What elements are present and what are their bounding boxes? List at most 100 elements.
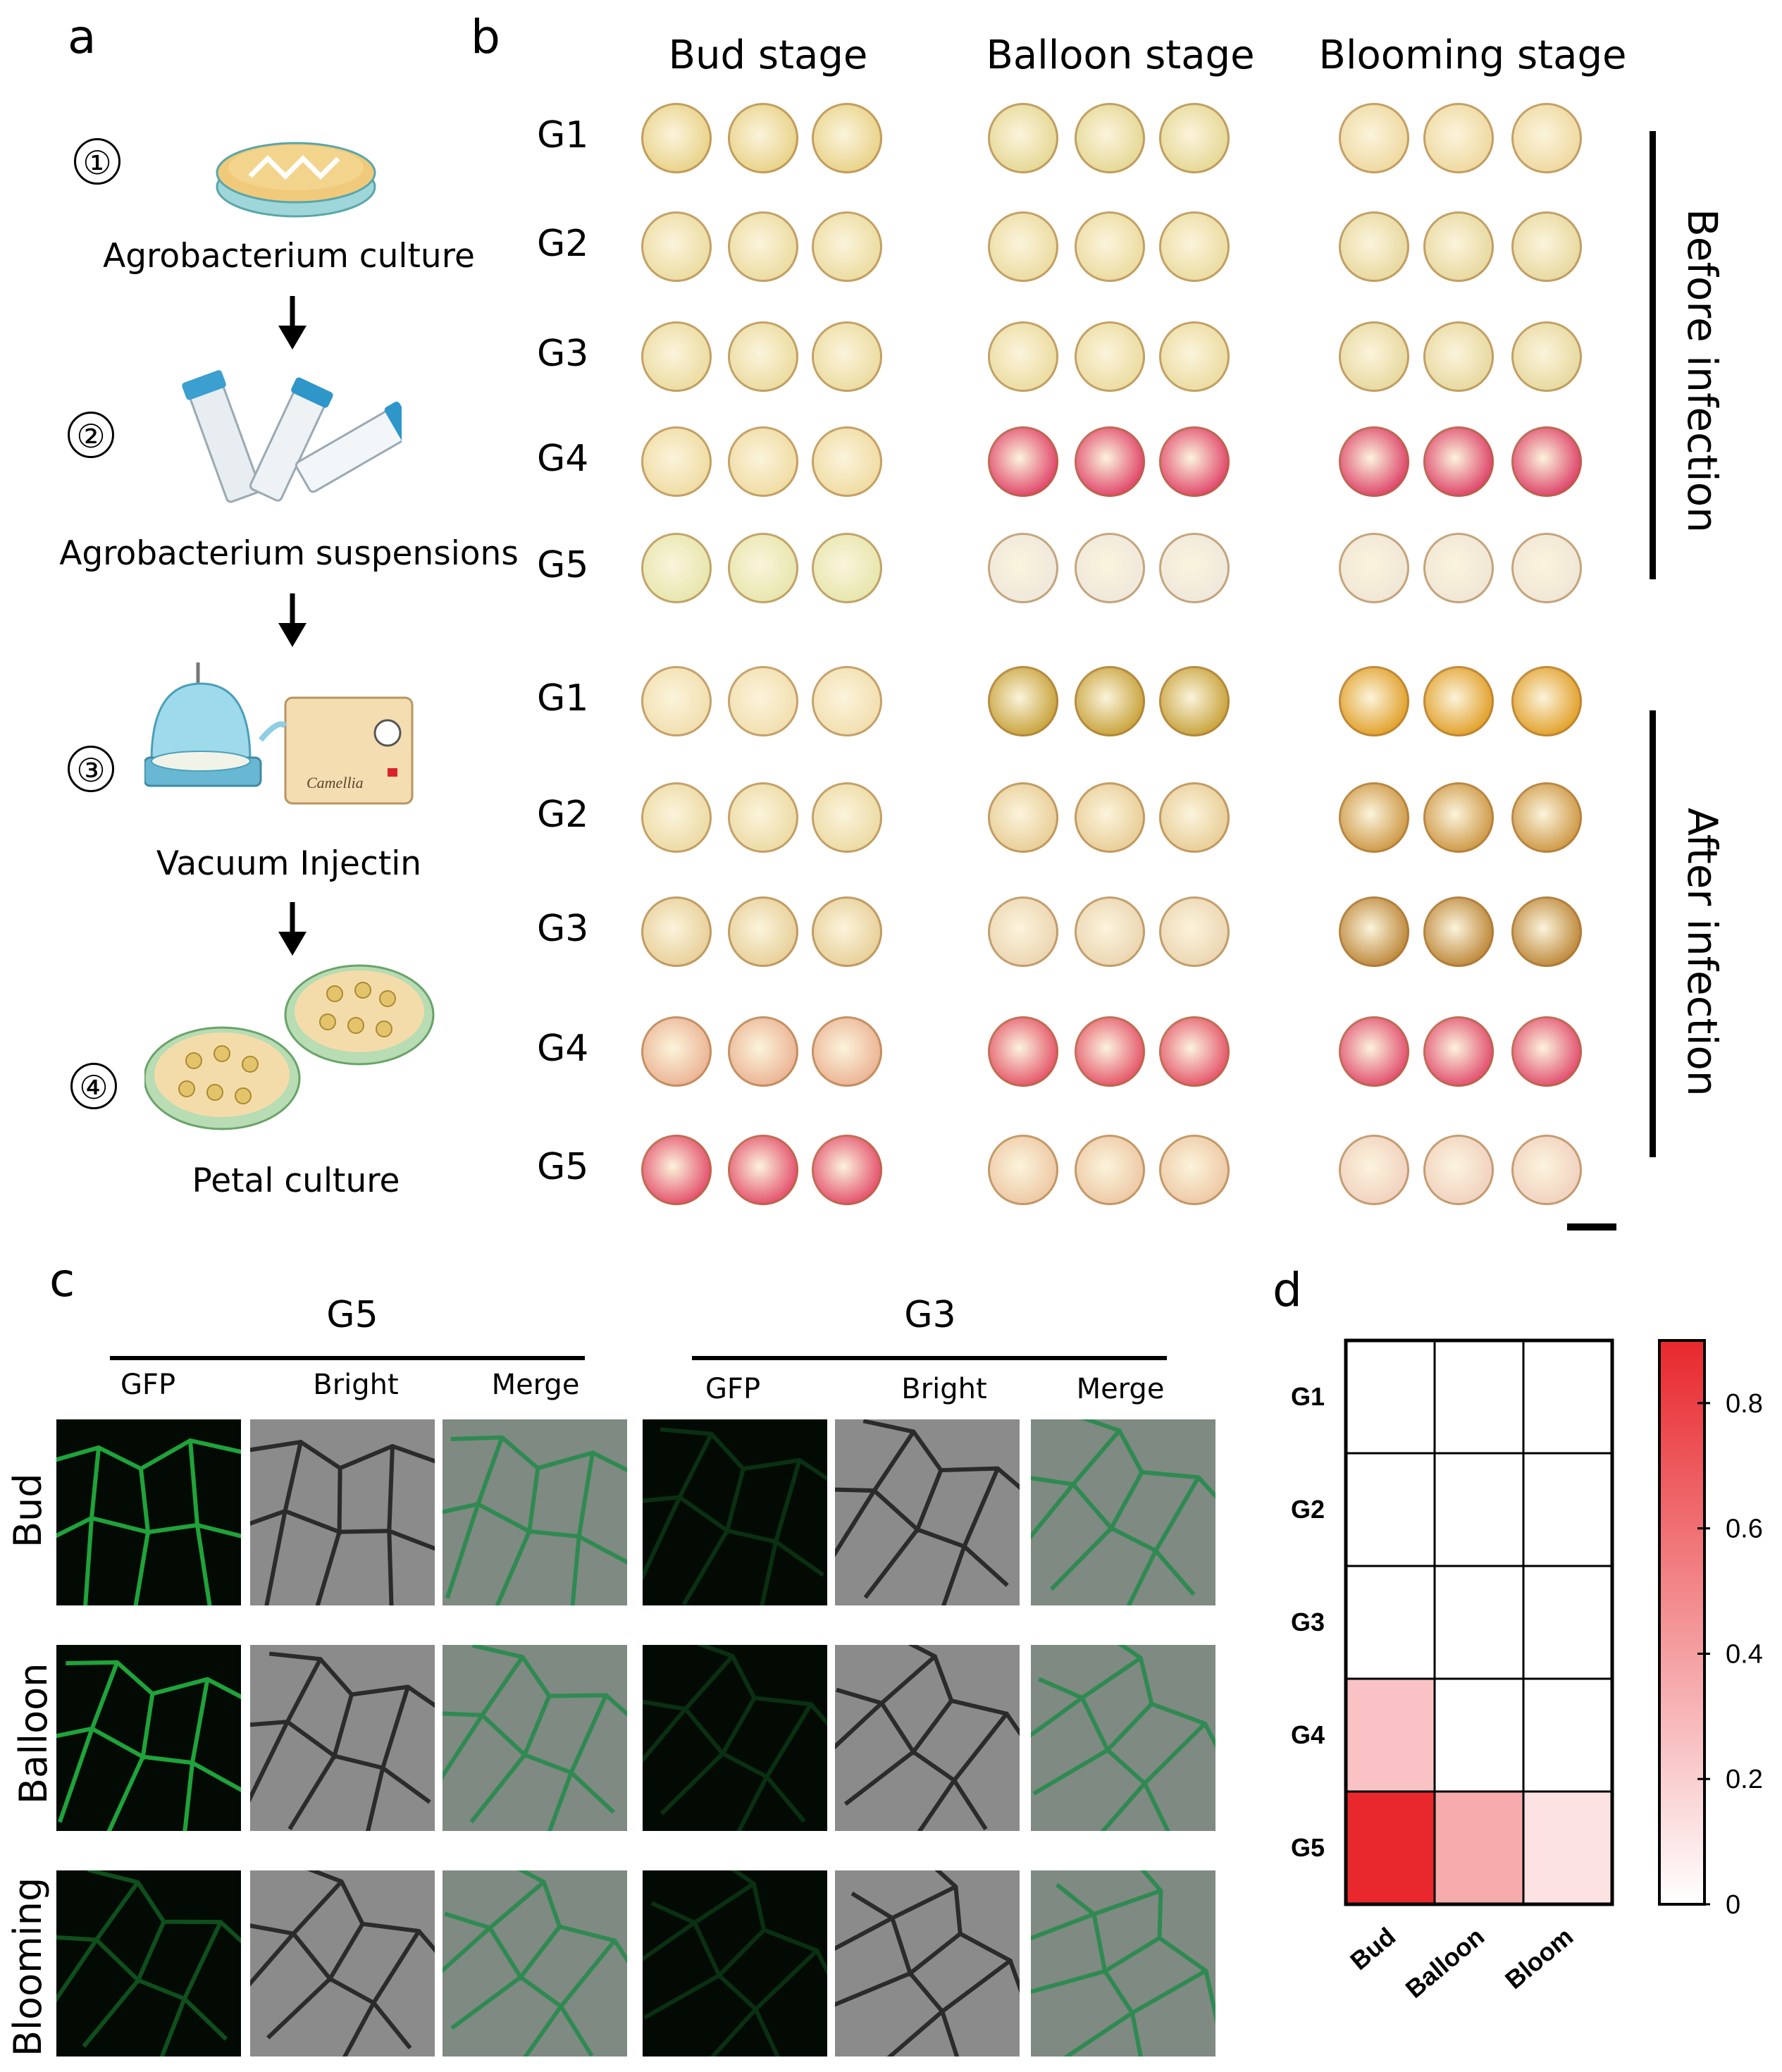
step-number-2: ② (68, 412, 114, 458)
petal-disk (1339, 103, 1409, 173)
petri-dish-icon (216, 142, 376, 218)
petal-disk (1339, 782, 1409, 853)
petal-disk (641, 1016, 712, 1087)
petal-disk (1423, 211, 1494, 282)
step-number-4: ④ (70, 1063, 117, 1109)
vacuum-chamber-icon: Camellia (144, 662, 414, 805)
down-arrow-icon (278, 902, 307, 956)
petal-disk (812, 1016, 882, 1087)
petal-disk (728, 1135, 798, 1205)
petal-disk (1423, 1016, 1494, 1087)
heatmap-cell (1344, 1339, 1436, 1455)
heatmap-cell (1433, 1452, 1525, 1567)
petal-disk (812, 426, 882, 497)
petal-disk (1423, 321, 1494, 392)
petal-disk (812, 896, 882, 967)
petal-disk (1339, 426, 1409, 497)
petal-disk (728, 211, 798, 282)
petal-disk (1159, 666, 1230, 736)
after-infection-bar (1650, 710, 1656, 1157)
group-underline (692, 1356, 1167, 1360)
micrograph-bright (835, 1870, 1020, 2056)
heatmap-col-label: Bloom (1499, 1922, 1578, 1994)
petal-disk (988, 666, 1058, 736)
petal-disk (1511, 1135, 1582, 1205)
petal-disk (641, 782, 712, 853)
petal-disk (1075, 533, 1145, 603)
channel-header: GFP (120, 1369, 176, 1401)
petal-disk (641, 1135, 712, 1205)
petal-disk (1159, 426, 1230, 497)
after-infection-label: After infection (1678, 808, 1726, 1097)
petal-disk (1511, 103, 1582, 173)
heatmap-row-label: G1 (1291, 1382, 1325, 1411)
before-infection-bar (1650, 131, 1656, 579)
petal-disk (812, 533, 882, 603)
petal-disk (812, 1135, 882, 1205)
heatmap-cell (1433, 1565, 1525, 1680)
petal-disk (728, 896, 798, 967)
row-label-g2-after: G2 (537, 794, 589, 836)
heatmap-cell (1433, 1677, 1525, 1793)
heatmap-cell (1522, 1565, 1614, 1680)
petal-disk (1075, 211, 1145, 282)
petal-disk (1511, 782, 1582, 853)
petal-disk (1075, 896, 1145, 967)
petal-disk (1075, 666, 1145, 736)
petal-disk (1075, 321, 1145, 392)
petal-disk (1159, 1135, 1230, 1205)
group-header: G3 (904, 1294, 956, 1336)
step-number-1: ① (74, 138, 120, 185)
petal-disk (1423, 103, 1494, 173)
heatmap-cell (1344, 1452, 1436, 1567)
micrograph-merge (443, 1870, 627, 2056)
petal-disk (988, 782, 1058, 853)
petal-disk (1423, 533, 1494, 603)
petal-disk (728, 426, 798, 497)
step-number-3: ③ (68, 746, 114, 792)
petal-disk (988, 1135, 1058, 1205)
row-label: Bud (6, 1473, 50, 1548)
row-label: Blooming (6, 1877, 50, 2056)
petal-disk (1511, 321, 1582, 392)
petal-disk (641, 666, 712, 736)
petal-disk (641, 321, 712, 392)
heatmap-cell (1433, 1339, 1525, 1455)
heatmap-cell (1522, 1452, 1614, 1567)
petal-disk (1339, 666, 1409, 736)
row-label-g5-before: G5 (537, 544, 589, 586)
petal-disk (1075, 426, 1145, 497)
petal-disk (1511, 426, 1582, 497)
step-label-2: Agrobacterium suspensions (59, 534, 519, 573)
micrograph-merge (443, 1419, 627, 1605)
scale-bar (1567, 1223, 1616, 1231)
stage-header: Blooming stage (1318, 32, 1627, 78)
petal-disk (1423, 896, 1494, 967)
petal-disk (728, 666, 798, 736)
petal-disk (988, 426, 1058, 497)
step-label-1: Agrobacterium culture (103, 237, 475, 276)
petal-disk (1511, 666, 1582, 736)
petal-disk (1075, 782, 1145, 853)
heatmap-cell (1344, 1565, 1436, 1680)
petal-culture-dishes-icon (144, 964, 435, 1130)
petal-disk (1339, 211, 1409, 282)
petal-disk (1159, 103, 1230, 173)
row-label: Balloon (11, 1663, 56, 1804)
petal-disk (1075, 1135, 1145, 1205)
row-label-g4-after: G4 (537, 1028, 589, 1070)
petal-disk (1159, 321, 1230, 392)
heatmap-cell (1522, 1677, 1614, 1793)
heatmap-cell (1522, 1790, 1614, 1906)
petal-disk (1339, 1135, 1409, 1205)
channel-header: Merge (491, 1369, 580, 1401)
petal-disk (1511, 1016, 1582, 1087)
petal-disk (728, 782, 798, 853)
heatmap-row-label: G4 (1291, 1720, 1325, 1749)
petal-disk (641, 533, 712, 603)
petal-disk (812, 321, 882, 392)
petal-disk (1159, 896, 1230, 967)
heatmap-cell (1522, 1339, 1614, 1455)
petal-disk (1511, 533, 1582, 603)
